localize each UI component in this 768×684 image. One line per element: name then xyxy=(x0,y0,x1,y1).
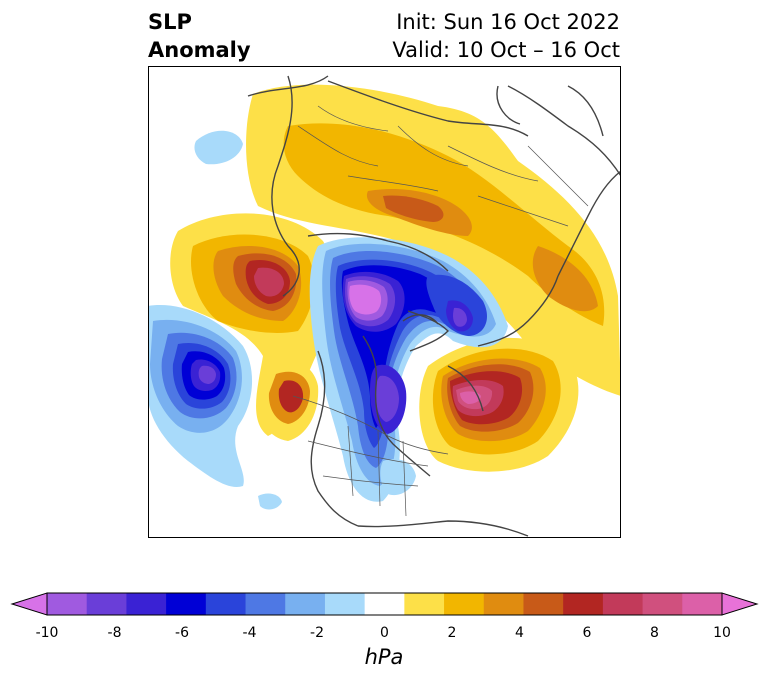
init-date: Init: Sun 16 Oct 2022 xyxy=(396,10,620,34)
borders xyxy=(292,105,589,517)
colorbar-tick-label: -10 xyxy=(35,625,59,641)
negative-anomaly-pacific-7 xyxy=(198,365,216,384)
colorbar-tick-label: -8 xyxy=(107,625,122,641)
chart-title-dates: Init: Sun 16 Oct 2022 Valid: 10 Oct – 16… xyxy=(392,8,620,64)
colorbar-tick-label: 6 xyxy=(582,625,592,641)
colorbar-cell xyxy=(86,593,127,615)
positive-anomaly-atlantic-8 xyxy=(460,391,481,404)
colorbar-cell xyxy=(563,593,604,615)
colorbar-tick-label: 8 xyxy=(650,625,659,641)
chart-title-variable: SLP Anomaly xyxy=(148,8,251,64)
colorbar-tick-label: -6 xyxy=(175,625,189,641)
colorbar-cell xyxy=(682,593,723,615)
colorbar-cell xyxy=(523,593,564,615)
colorbar-cell xyxy=(285,593,326,615)
valid-date: Valid: 10 Oct – 16 Oct xyxy=(392,38,620,62)
positive-anomaly-bering-6 xyxy=(254,267,284,297)
colorbar-cell xyxy=(602,593,644,615)
colorbar-tick-label: -2 xyxy=(310,625,324,641)
title-line-2: Anomaly xyxy=(148,38,251,62)
colorbar-border xyxy=(46,592,723,616)
colorbar-tick-label: 4 xyxy=(515,625,524,641)
negative-anomaly-hudson-2 xyxy=(376,375,399,422)
colorbar-unit-label: hPa xyxy=(364,645,404,669)
map-frame xyxy=(148,66,621,538)
colorbar-cell xyxy=(205,593,247,615)
colorbar-cell xyxy=(364,593,405,615)
anomaly-field xyxy=(148,84,621,510)
map-panel xyxy=(148,66,621,538)
colorbar-cell xyxy=(245,593,286,615)
colorbar-cell xyxy=(166,593,207,615)
positive-anomaly-eurasia-4 xyxy=(383,195,444,222)
colorbar-cell xyxy=(324,593,366,615)
coastlines xyxy=(247,75,621,537)
title-line-1: SLP xyxy=(148,10,192,34)
colorbar-cell xyxy=(642,593,683,615)
positive-anomaly-gulf-alaska-3 xyxy=(278,380,304,413)
colorbar-cell xyxy=(404,593,445,615)
colorbar-extend-max xyxy=(721,592,759,616)
colorbar-cell xyxy=(47,593,88,615)
colorbar-cell xyxy=(444,593,485,615)
colorbar-tick-label: -4 xyxy=(242,625,257,641)
colorbar-tick-label: 0 xyxy=(380,625,389,641)
negative-anomaly-east-coast xyxy=(380,459,416,496)
colorbar-tick-label: 10 xyxy=(713,625,731,641)
colorbar-cell xyxy=(126,593,167,615)
colorbar xyxy=(10,592,759,616)
negative-anomaly-small xyxy=(258,493,282,510)
colorbar-cell xyxy=(483,593,524,615)
colorbar-extend-min xyxy=(10,592,48,616)
negative-anomaly-arctic-9 xyxy=(349,284,382,315)
negative-anomaly-siberia-3 xyxy=(453,307,467,327)
colorbar-tick-label: 2 xyxy=(447,625,457,641)
negative-anomaly-west xyxy=(194,130,243,165)
